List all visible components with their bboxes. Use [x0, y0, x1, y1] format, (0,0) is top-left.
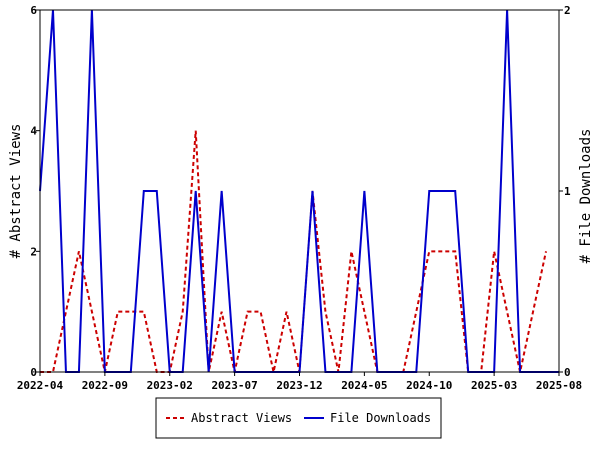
plot-lines: [39, 9, 559, 373]
y-right-axis-ticks: 0 1 2: [559, 4, 571, 379]
y-right-tick-label: 0: [564, 366, 571, 379]
plot-frame: [39, 9, 560, 373]
x-tick-label: 2024-05: [341, 379, 387, 392]
y-left-axis-title: # Abstract Views: [8, 124, 24, 259]
x-tick-label: 2023-02: [147, 379, 193, 392]
series-line-file-downloads: [39, 9, 559, 373]
x-axis-ticks: 2022-04 2022-09 2023-02 2023-07 2023-12 2024-…: [17, 372, 582, 392]
legend-label-file-downloads: File Downloads: [330, 411, 431, 425]
x-tick-label: 2025-08: [536, 379, 582, 392]
x-tick-label: 2022-09: [82, 379, 128, 392]
legend-box: [155, 397, 442, 439]
x-tick-label: 2022-04: [17, 379, 64, 392]
x-tick-label: 2023-07: [211, 379, 257, 392]
legend: Abstract Views File Downloads: [155, 397, 442, 439]
y-left-tick-label: 4: [30, 125, 37, 138]
x-tick-label: 2024-10: [406, 379, 452, 392]
legend-label-abstract-views: Abstract Views: [191, 411, 292, 425]
y-right-tick-label: 2: [564, 4, 571, 17]
y-right-axis-title: # File Downloads: [578, 129, 594, 264]
x-tick-label: 2025-03: [471, 379, 517, 392]
series-line-abstract-views: [40, 130, 547, 373]
y-right-tick-label: 1: [564, 185, 571, 198]
x-tick-label: 2023-12: [276, 379, 322, 392]
y-left-tick-label: 2: [30, 245, 37, 258]
y-left-axis-ticks: 0 2 4 6: [30, 4, 40, 379]
y-left-tick-label: 6: [30, 4, 37, 17]
y-left-tick-label: 0: [30, 366, 37, 379]
